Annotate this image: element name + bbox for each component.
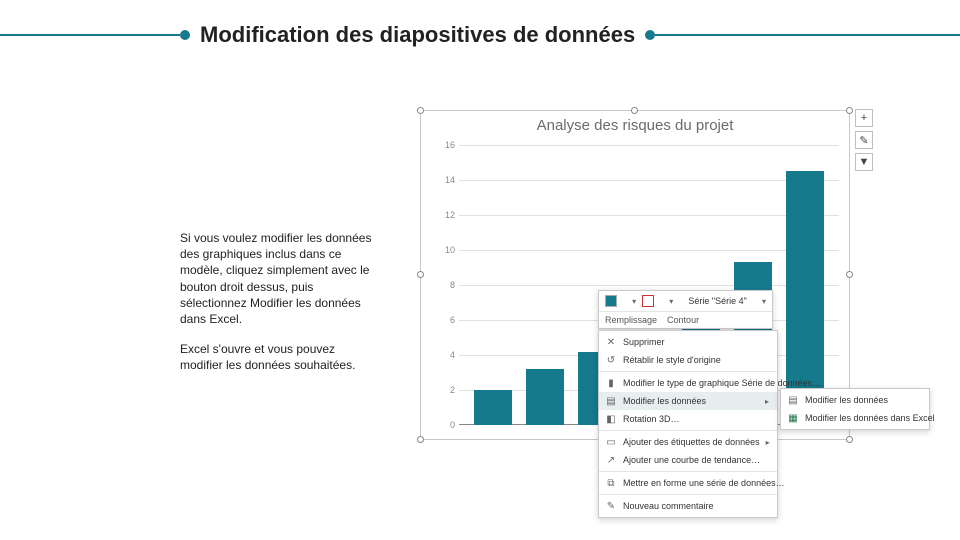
chart-ytick-label: 4 bbox=[435, 350, 455, 360]
chevron-right-icon: ▸ bbox=[766, 438, 770, 447]
ctx-reset-label: Rétablir le style d'origine bbox=[623, 355, 721, 365]
ctx-edit-data[interactable]: ▤ Modifier les données ▸ bbox=[599, 392, 777, 410]
submenu-edit-data-excel[interactable]: ▦ Modifier les données dans Excel bbox=[781, 409, 929, 427]
fill-color-swatch[interactable] bbox=[605, 295, 617, 307]
submenu-edit-data-excel-label: Modifier les données dans Excel bbox=[805, 413, 935, 423]
chart-title: Analyse des risques du projet bbox=[421, 111, 849, 138]
header-dot-right bbox=[645, 30, 655, 40]
submenu-edit-data[interactable]: ▤ Modifier les données bbox=[781, 391, 929, 409]
ctx-rotation-3d[interactable]: ◧ Rotation 3D… bbox=[599, 410, 777, 428]
chart-ytick-label: 16 bbox=[435, 140, 455, 150]
rotation-3d-icon: ◧ bbox=[605, 413, 617, 425]
chart-gridline bbox=[459, 250, 839, 251]
chart-ytick-label: 8 bbox=[435, 280, 455, 290]
chart-ytick-label: 10 bbox=[435, 245, 455, 255]
data-labels-icon: ▭ bbox=[605, 436, 617, 448]
chart-filters-button[interactable]: ▼ bbox=[855, 153, 873, 171]
resize-handle-bottom-right[interactable] bbox=[846, 436, 853, 443]
chart-ytick-label: 6 bbox=[435, 315, 455, 325]
ctx-separator bbox=[599, 471, 777, 472]
resize-handle-mid-left[interactable] bbox=[417, 271, 424, 278]
chart-ytick-label: 0 bbox=[435, 420, 455, 430]
ctx-add-labels[interactable]: ▭ Ajouter des étiquettes de données ▸ bbox=[599, 433, 777, 451]
ctx-add-trendline[interactable]: ↗ Ajouter une courbe de tendance… bbox=[599, 451, 777, 469]
series-label: Série "Série 4" bbox=[688, 296, 746, 306]
header-line-left bbox=[0, 34, 180, 36]
outline-color-swatch[interactable] bbox=[642, 295, 654, 307]
resize-handle-top-right[interactable] bbox=[846, 107, 853, 114]
paragraph-1: Si vous voulez modifier les données des … bbox=[180, 230, 380, 327]
submenu-edit-data-label: Modifier les données bbox=[805, 395, 888, 405]
chart-gridline bbox=[459, 215, 839, 216]
mini-format-toolbar[interactable]: ▾ ▾ Série "Série 4" ▾ Remplissage Contou… bbox=[598, 290, 773, 329]
ctx-new-comment[interactable]: ✎ Nouveau commentaire bbox=[599, 497, 777, 515]
chart-type-icon: ▮ bbox=[605, 377, 617, 389]
chart-gridline bbox=[459, 145, 839, 146]
ctx-change-type-label: Modifier le type de graphique Série de d… bbox=[623, 378, 821, 388]
excel-icon: ▦ bbox=[787, 412, 799, 424]
chevron-down-icon: ▾ bbox=[669, 297, 673, 306]
instruction-text: Si vous voulez modifier les données des … bbox=[180, 230, 380, 374]
ctx-add-labels-label: Ajouter des étiquettes de données bbox=[623, 437, 760, 447]
chart-bar[interactable] bbox=[474, 390, 512, 425]
chart-gridline bbox=[459, 180, 839, 181]
context-menu[interactable]: ✕ Supprimer ↺ Rétablir le style d'origin… bbox=[598, 330, 778, 518]
edit-data-icon: ▤ bbox=[787, 394, 799, 406]
ctx-add-trendline-label: Ajouter une courbe de tendance… bbox=[623, 455, 760, 465]
chart-bar[interactable] bbox=[526, 369, 564, 425]
page-title: Modification des diapositives de données bbox=[190, 22, 645, 48]
ctx-reset-style[interactable]: ↺ Rétablir le style d'origine bbox=[599, 351, 777, 369]
edit-data-icon: ▤ bbox=[605, 395, 617, 407]
chart-ytick-label: 12 bbox=[435, 210, 455, 220]
ctx-new-comment-label: Nouveau commentaire bbox=[623, 501, 714, 511]
header-dot-left bbox=[180, 30, 190, 40]
delete-icon: ✕ bbox=[605, 336, 617, 348]
resize-handle-mid-right[interactable] bbox=[846, 271, 853, 278]
trendline-icon: ↗ bbox=[605, 454, 617, 466]
chevron-down-icon: ▾ bbox=[632, 297, 636, 306]
resize-handle-bottom-left[interactable] bbox=[417, 436, 424, 443]
ctx-separator bbox=[599, 371, 777, 372]
chart-elements-button[interactable]: + bbox=[855, 109, 873, 127]
fill-label: Remplissage bbox=[605, 315, 657, 325]
ctx-format-series-label: Mettre en forme une série de données… bbox=[623, 478, 785, 488]
ctx-separator bbox=[599, 430, 777, 431]
ctx-edit-data-label: Modifier les données bbox=[623, 396, 706, 406]
ctx-delete-label: Supprimer bbox=[623, 337, 665, 347]
ctx-rotation-3d-label: Rotation 3D… bbox=[623, 414, 680, 424]
ctx-delete[interactable]: ✕ Supprimer bbox=[599, 333, 777, 351]
outline-label: Contour bbox=[667, 315, 699, 325]
chart-side-tools: + ✎ ▼ bbox=[855, 109, 873, 171]
ctx-separator bbox=[599, 494, 777, 495]
chart-gridline bbox=[459, 285, 839, 286]
chevron-right-icon: ▸ bbox=[765, 397, 769, 406]
ctx-format-series[interactable]: ⧉ Mettre en forme une série de données… bbox=[599, 474, 777, 492]
paragraph-2: Excel s'ouvre et vous pouvez modifier le… bbox=[180, 341, 380, 373]
resize-handle-top-left[interactable] bbox=[417, 107, 424, 114]
format-icon: ⧉ bbox=[605, 477, 617, 489]
ctx-change-type[interactable]: ▮ Modifier le type de graphique Série de… bbox=[599, 374, 777, 392]
resize-handle-top-mid[interactable] bbox=[631, 107, 638, 114]
chart-ytick-label: 2 bbox=[435, 385, 455, 395]
chart-styles-button[interactable]: ✎ bbox=[855, 131, 873, 149]
reset-icon: ↺ bbox=[605, 354, 617, 366]
comment-icon: ✎ bbox=[605, 500, 617, 512]
slide-header: Modification des diapositives de données bbox=[0, 22, 960, 48]
chevron-down-icon: ▾ bbox=[762, 297, 766, 306]
header-line-right bbox=[655, 34, 960, 36]
context-submenu-edit-data[interactable]: ▤ Modifier les données ▦ Modifier les do… bbox=[780, 388, 930, 430]
chart-ytick-label: 14 bbox=[435, 175, 455, 185]
